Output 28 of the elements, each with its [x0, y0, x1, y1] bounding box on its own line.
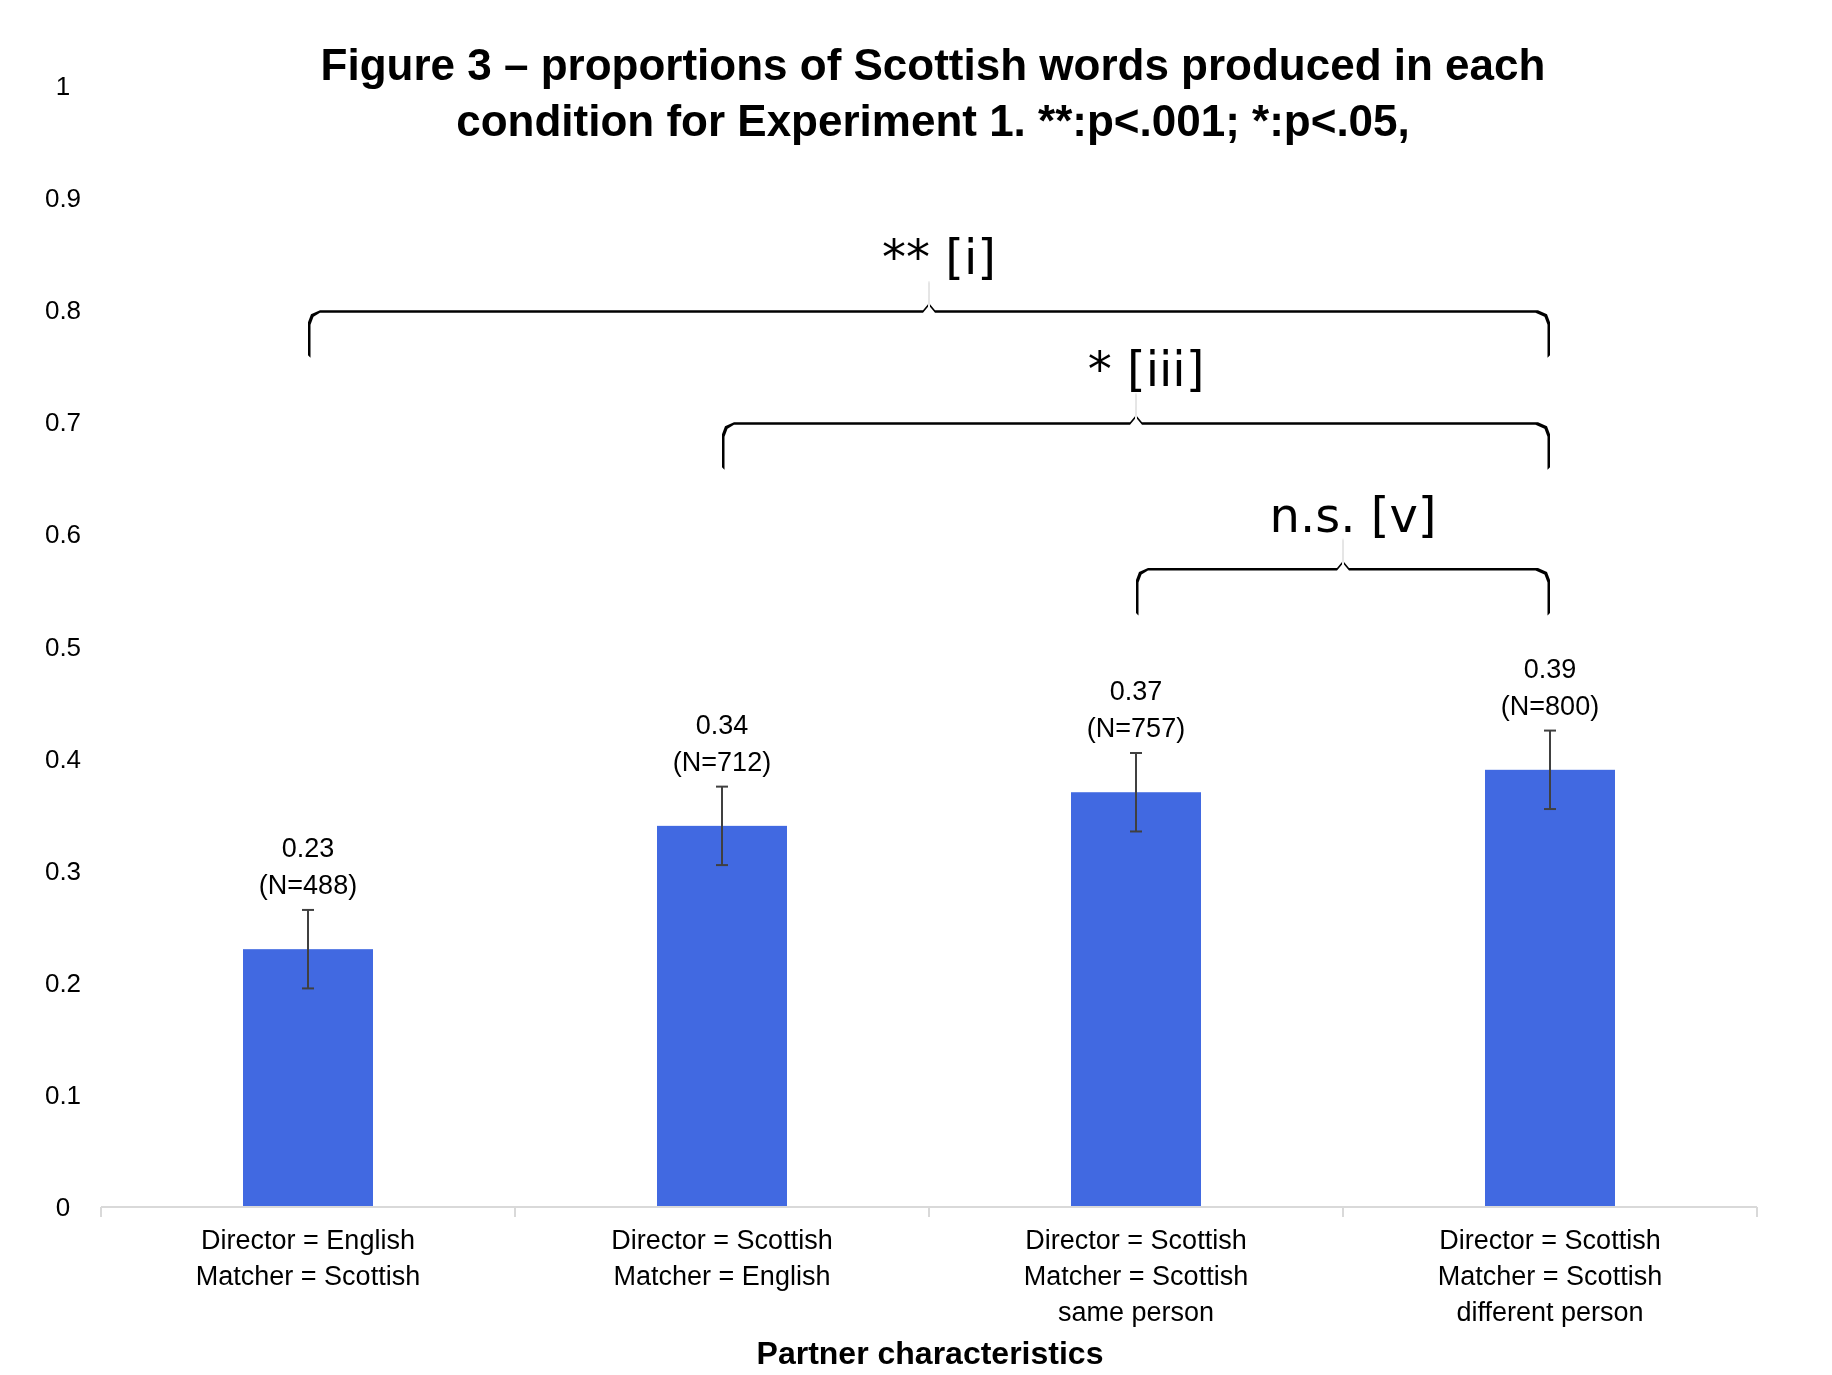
y-tick-label: 0.1 — [44, 1079, 82, 1110]
data-label: 0.39 (N=800) — [1500, 653, 1600, 721]
x-tick-label: Director = Scottish Matcher = Scottish same person — [1023, 1225, 1249, 1327]
y-tick-label: 0.4 — [44, 743, 82, 774]
y-tick-label: 0.7 — [44, 407, 82, 438]
data-label: 0.23 (N=488) — [258, 832, 358, 900]
data-label: 0.34 (N=712) — [672, 709, 772, 777]
y-tick-label: 0.9 — [44, 183, 82, 214]
x-tick-label: Director = Scottish Matcher = Scottish different person — [1437, 1225, 1663, 1327]
y-tick-label: 0.6 — [44, 519, 82, 550]
bar — [1071, 792, 1201, 1207]
annotation: ** [i] — [881, 229, 997, 286]
y-tick-label: 0.8 — [44, 295, 82, 326]
bar — [1485, 769, 1615, 1207]
bar — [243, 949, 373, 1207]
x-axis-title: Partner characteristics — [756, 1335, 1104, 1371]
chart-title: Figure 3 – proportions of Scottish words produced in each condition for Experiment 1. **:p<.001; *:p<.05, — [320, 40, 1546, 145]
bar — [657, 825, 787, 1207]
x-tick-label: Director = Scottish Matcher = English — [611, 1225, 833, 1291]
annotation: n.s. [v] — [1269, 487, 1437, 544]
x-tick-label: Director = English Matcher = Scottish — [195, 1225, 421, 1291]
data-label: 0.37 (N=757) — [1086, 675, 1186, 743]
y-tick-label: 0 — [55, 1192, 71, 1222]
y-tick-label: 0.3 — [44, 855, 82, 886]
y-tick-label: 0.2 — [44, 967, 82, 998]
y-tick-label: 1 — [55, 71, 71, 101]
annotation: * [iii] — [1087, 341, 1205, 398]
y-tick-label: 0.5 — [44, 631, 82, 662]
